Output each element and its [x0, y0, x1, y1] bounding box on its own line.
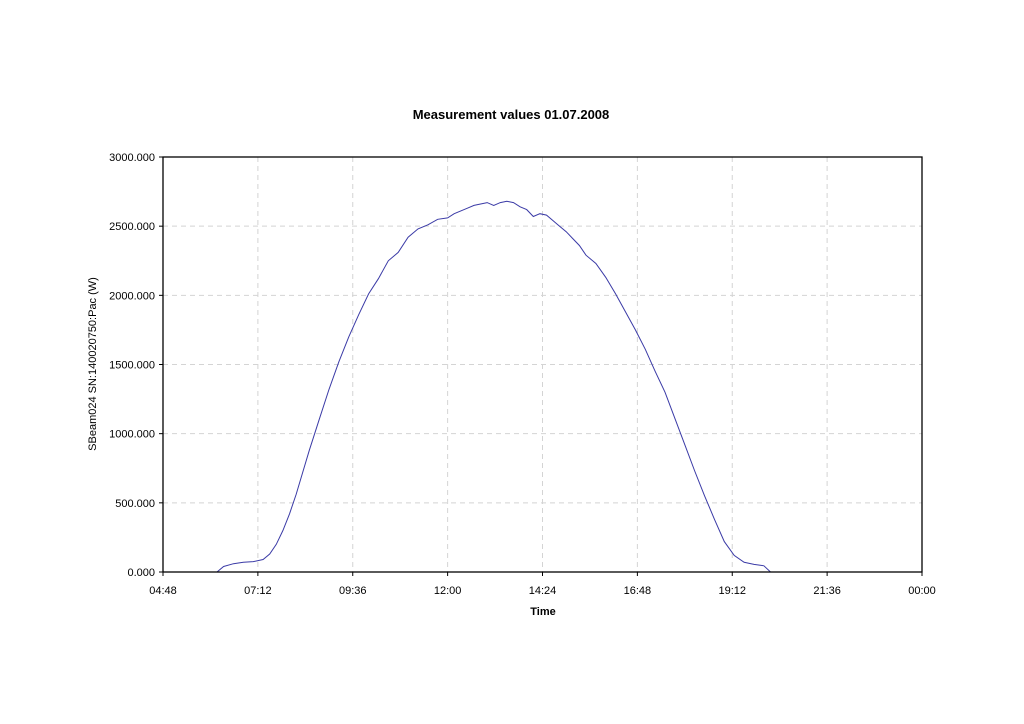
grid — [163, 157, 922, 572]
y-tick-label: 2500.000 — [109, 221, 155, 233]
y-tick-label: 3000.000 — [109, 152, 155, 164]
x-tick-label: 09:36 — [339, 585, 367, 597]
x-tick-labels: 04:48 07:12 09:36 12:00 14:24 16:48 19:12 21:36… — [149, 572, 936, 597]
x-tick-label: 21:36 — [813, 585, 841, 597]
x-axis-title: Time — [530, 606, 555, 618]
x-tick-label: 00:00 — [908, 585, 936, 597]
x-tick-label: 14:24 — [529, 585, 557, 597]
x-tick-label: 07:12 — [244, 585, 272, 597]
y-tick-label: 500.000 — [115, 498, 155, 510]
y-tick-label: 2000.000 — [109, 290, 155, 302]
x-tick-label: 12:00 — [434, 585, 462, 597]
x-tick-label: 19:12 — [718, 585, 746, 597]
x-tick-label: 04:48 — [149, 585, 177, 597]
plot-frame — [162, 156, 923, 573]
y-tick-labels: 0.000 500.000 1000.000 1500.000 2000.000 2500… — [109, 152, 163, 579]
series-line — [216, 200, 817, 573]
chart-title: Measurement values 01.07.2008 — [413, 107, 610, 122]
x-tick-label: 16:48 — [624, 585, 652, 597]
y-tick-label: 1000.000 — [109, 429, 155, 441]
y-tick-label: 0.000 — [127, 567, 155, 579]
y-axis-title: SBeam024 SN:140020750:Pac (W) — [87, 277, 99, 451]
y-tick-label: 1500.000 — [109, 360, 155, 372]
